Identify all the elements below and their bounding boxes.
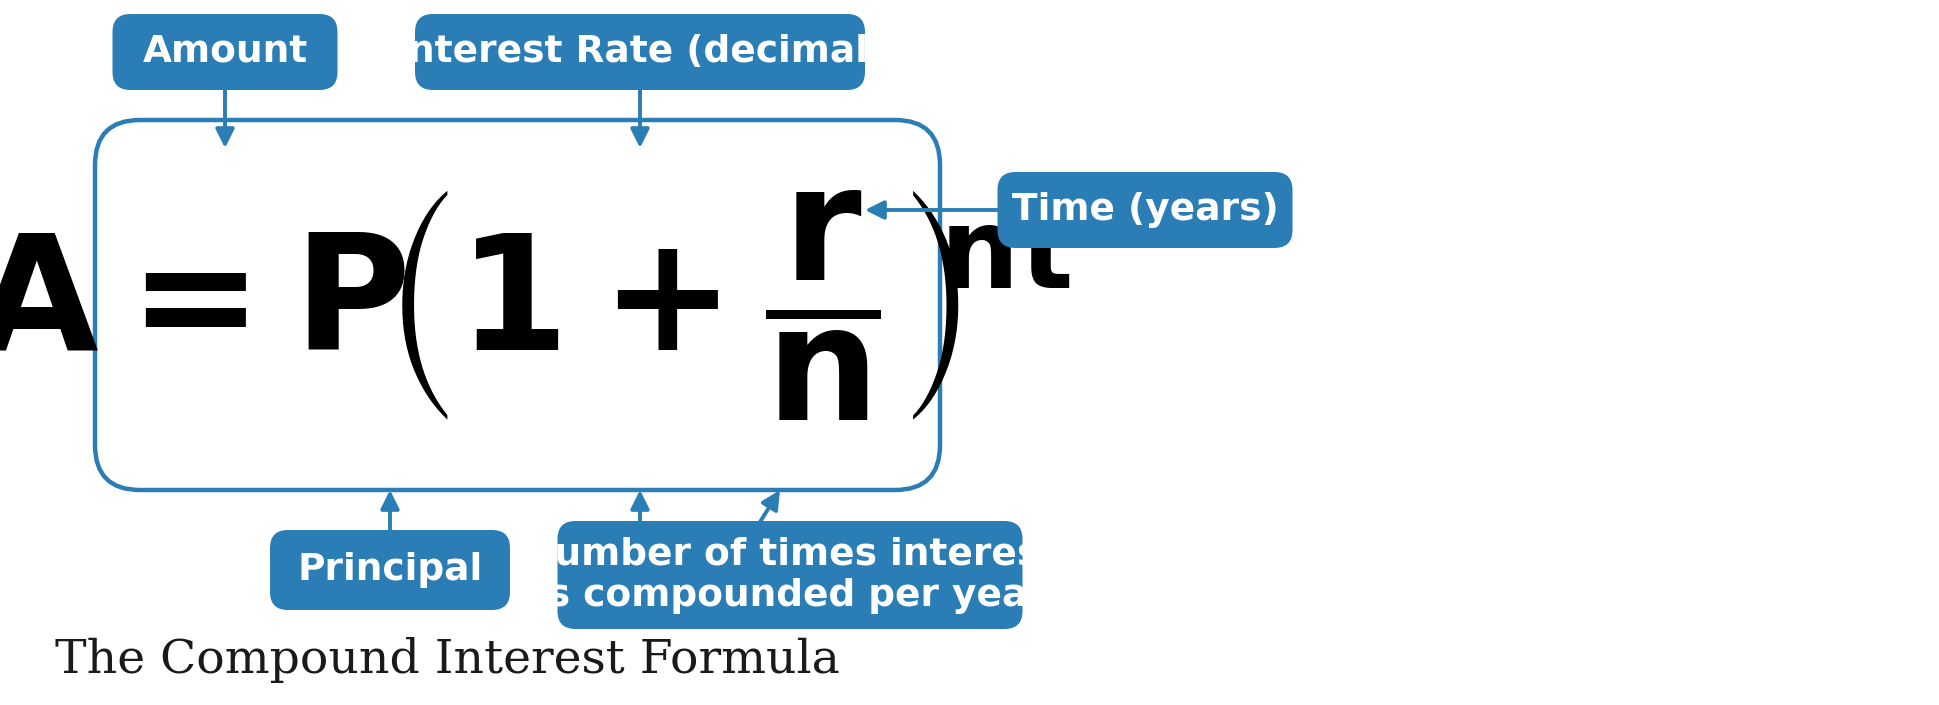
FancyBboxPatch shape	[997, 172, 1291, 248]
FancyBboxPatch shape	[95, 120, 940, 490]
FancyBboxPatch shape	[112, 14, 337, 90]
FancyBboxPatch shape	[556, 521, 1022, 629]
Text: Principal: Principal	[297, 552, 483, 588]
Text: $\mathbf{A = P\!\left(1+\dfrac{r}{n}\right)^{\!\!nt}}$: $\mathbf{A = P\!\left(1+\dfrac{r}{n}\rig…	[0, 188, 1070, 422]
FancyBboxPatch shape	[415, 14, 865, 90]
Text: Amount: Amount	[142, 34, 308, 70]
FancyBboxPatch shape	[270, 530, 510, 610]
Text: Interest Rate (decimal): Interest Rate (decimal)	[394, 34, 886, 70]
Text: Number of times interest
is compounded per year: Number of times interest is compounded p…	[524, 537, 1057, 614]
Text: The Compound Interest Formula: The Compound Interest Formula	[54, 637, 840, 683]
Text: Time (years): Time (years)	[1010, 192, 1278, 228]
